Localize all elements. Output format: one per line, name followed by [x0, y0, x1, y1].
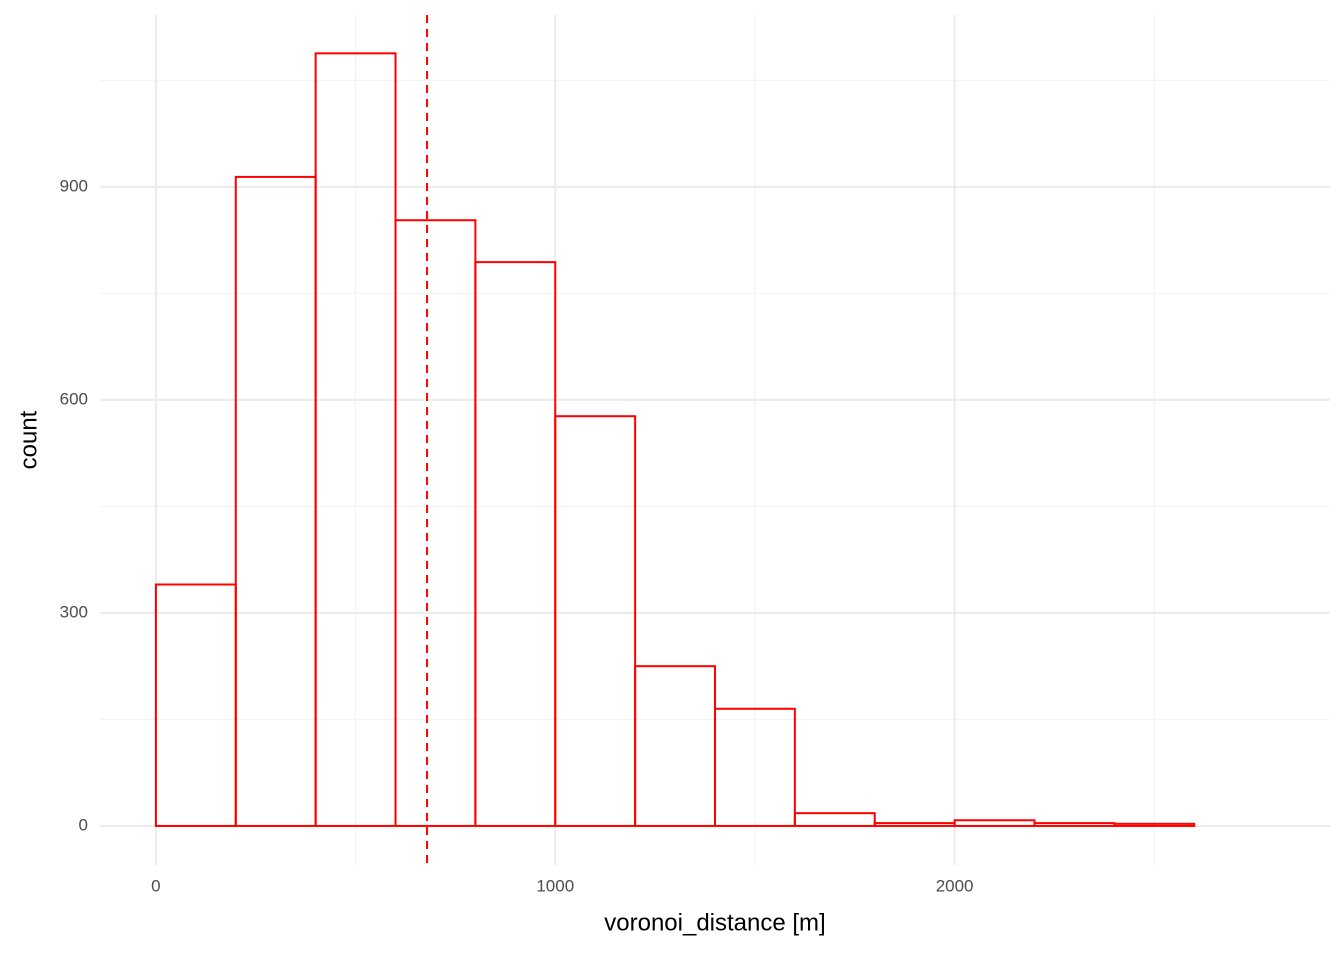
x-axis-title: voronoi_distance [m]: [604, 909, 825, 936]
bar: [554, 415, 637, 827]
bar: [634, 665, 717, 827]
bar: [714, 707, 796, 827]
bar: [394, 219, 477, 827]
bar: [953, 819, 1036, 827]
x-tick-label: 1000: [536, 876, 574, 895]
bar: [793, 812, 876, 827]
y-tick-label: 0: [79, 815, 88, 834]
bar: [234, 175, 317, 827]
x-tick-label: 0: [151, 876, 160, 895]
y-tick-label: 600: [60, 389, 88, 408]
bar: [154, 583, 237, 827]
y-axis-title: count: [15, 410, 42, 469]
y-tick-label: 900: [60, 176, 88, 195]
x-tick-label: 2000: [936, 876, 974, 895]
bar: [873, 822, 956, 827]
bar: [1033, 822, 1116, 827]
y-tick-label: 300: [60, 602, 88, 621]
bar: [474, 261, 557, 827]
bar: [1113, 822, 1196, 827]
